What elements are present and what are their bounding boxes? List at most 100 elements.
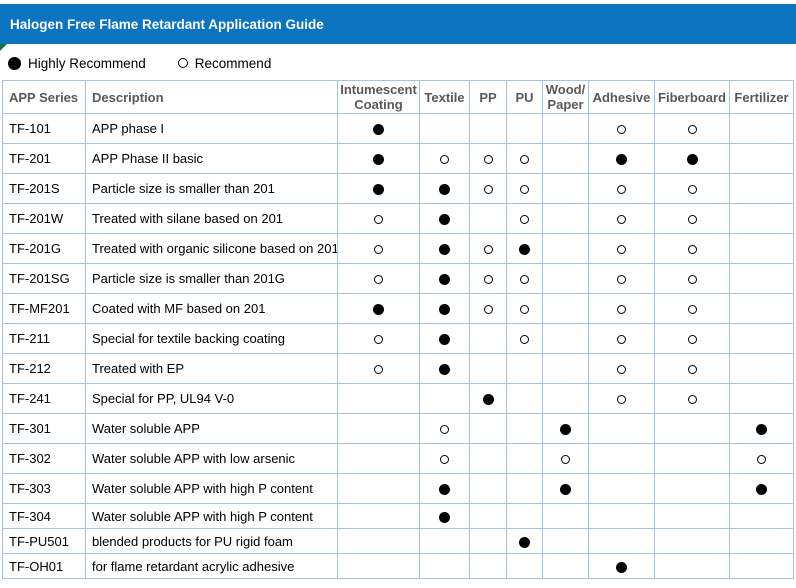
cell-tf-oh01-textile[interactable] [419,553,470,579]
series-cell-tf-212[interactable]: TF-212 [2,353,86,384]
cell-tf-304-fiberboard[interactable] [654,503,730,529]
description-cell-tf-pu501[interactable]: blended products for PU rigid foam [85,528,338,554]
cell-tf-201-pp[interactable] [469,143,507,174]
cell-tf-oh01-pp[interactable] [469,553,507,579]
cell-tf-211-intumescent-coating[interactable] [337,323,420,354]
cell-tf-212-pp[interactable] [469,353,507,384]
cell-tf-201sg-adhesive[interactable] [588,263,655,294]
cell-tf-304-wood-paper[interactable] [542,503,589,529]
cell-tf-pu501-wood-paper[interactable] [542,528,589,554]
cell-tf-301-fiberboard[interactable] [654,413,730,444]
cell-tf-241-fiberboard[interactable] [654,383,730,414]
cell-tf-211-pp[interactable] [469,323,507,354]
description-cell-tf-oh01[interactable]: for flame retardant acrylic adhesive [85,553,338,579]
cell-tf-mf201-fertilizer[interactable] [729,293,794,324]
cell-tf-201sg-fertilizer[interactable] [729,263,794,294]
cell-tf-241-wood-paper[interactable] [542,383,589,414]
cell-tf-mf201-pp[interactable] [469,293,507,324]
column-header-intumescent-coating[interactable]: Intumescent Coating [337,80,420,114]
cell-tf-oh01-intumescent-coating[interactable] [337,553,420,579]
column-header-description[interactable]: Description [85,80,338,114]
cell-tf-201-intumescent-coating[interactable] [337,143,420,174]
description-cell-tf-201w[interactable]: Treated with silane based on 201 [85,203,338,234]
cell-tf-301-fertilizer[interactable] [729,413,794,444]
cell-tf-201g-adhesive[interactable] [588,233,655,264]
cell-tf-301-pp[interactable] [469,413,507,444]
series-cell-tf-201w[interactable]: TF-201W [2,203,86,234]
description-cell-tf-302[interactable]: Water soluble APP with low arsenic [85,443,338,474]
cell-tf-241-pp[interactable] [469,383,507,414]
cell-tf-241-pu[interactable] [506,383,543,414]
column-header-adhesive[interactable]: Adhesive [588,80,655,114]
cell-tf-101-adhesive[interactable] [588,113,655,144]
cell-tf-201g-fertilizer[interactable] [729,233,794,264]
column-header-app-series[interactable]: APP Series [2,80,86,114]
cell-tf-201s-textile[interactable] [419,173,470,204]
cell-tf-201sg-intumescent-coating[interactable] [337,263,420,294]
cell-tf-303-intumescent-coating[interactable] [337,473,420,504]
cell-tf-304-pu[interactable] [506,503,543,529]
column-header-fertilizer[interactable]: Fertilizer [729,80,794,114]
cell-tf-302-intumescent-coating[interactable] [337,443,420,474]
cell-tf-304-adhesive[interactable] [588,503,655,529]
cell-tf-301-wood-paper[interactable] [542,413,589,444]
cell-tf-201w-textile[interactable] [419,203,470,234]
cell-tf-201-pu[interactable] [506,143,543,174]
cell-tf-201g-fiberboard[interactable] [654,233,730,264]
cell-tf-302-wood-paper[interactable] [542,443,589,474]
series-cell-tf-oh01[interactable]: TF-OH01 [2,553,86,579]
description-cell-tf-201s[interactable]: Particle size is smaller than 201 [85,173,338,204]
description-cell-tf-301[interactable]: Water soluble APP [85,413,338,444]
series-cell-tf-201sg[interactable]: TF-201SG [2,263,86,294]
cell-tf-mf201-fiberboard[interactable] [654,293,730,324]
cell-tf-201w-fertilizer[interactable] [729,203,794,234]
column-header-fiberboard[interactable]: Fiberboard [654,80,730,114]
cell-tf-303-pp[interactable] [469,473,507,504]
cell-tf-101-wood-paper[interactable] [542,113,589,144]
description-cell-tf-212[interactable]: Treated with EP [85,353,338,384]
cell-tf-304-fertilizer[interactable] [729,503,794,529]
series-cell-tf-201s[interactable]: TF-201S [2,173,86,204]
column-header-pu[interactable]: PU [506,80,543,114]
cell-tf-303-adhesive[interactable] [588,473,655,504]
cell-tf-pu501-intumescent-coating[interactable] [337,528,420,554]
cell-tf-oh01-pu[interactable] [506,553,543,579]
cell-tf-302-pu[interactable] [506,443,543,474]
column-header-pp[interactable]: PP [469,80,507,114]
cell-tf-212-adhesive[interactable] [588,353,655,384]
cell-tf-201s-pu[interactable] [506,173,543,204]
cell-tf-mf201-wood-paper[interactable] [542,293,589,324]
cell-tf-212-fertilizer[interactable] [729,353,794,384]
cell-tf-201sg-wood-paper[interactable] [542,263,589,294]
series-cell-tf-241[interactable]: TF-241 [2,383,86,414]
cell-tf-201-fertilizer[interactable] [729,143,794,174]
cell-tf-101-pp[interactable] [469,113,507,144]
cell-tf-101-fertilizer[interactable] [729,113,794,144]
cell-tf-mf201-intumescent-coating[interactable] [337,293,420,324]
description-cell-tf-241[interactable]: Special for PP, UL94 V-0 [85,383,338,414]
cell-tf-201g-textile[interactable] [419,233,470,264]
description-cell-tf-101[interactable]: APP phase I [85,113,338,144]
description-cell-tf-211[interactable]: Special for textile backing coating [85,323,338,354]
series-cell-tf-201g[interactable]: TF-201G [2,233,86,264]
cell-tf-211-pu[interactable] [506,323,543,354]
cell-tf-201w-fiberboard[interactable] [654,203,730,234]
series-cell-tf-101[interactable]: TF-101 [2,113,86,144]
cell-tf-211-adhesive[interactable] [588,323,655,354]
series-cell-tf-211[interactable]: TF-211 [2,323,86,354]
cell-tf-212-wood-paper[interactable] [542,353,589,384]
cell-tf-201g-pu[interactable] [506,233,543,264]
cell-tf-303-pu[interactable] [506,473,543,504]
description-cell-tf-201g[interactable]: Treated with organic silicone based on 2… [85,233,338,264]
cell-tf-201s-fertilizer[interactable] [729,173,794,204]
cell-tf-303-textile[interactable] [419,473,470,504]
cell-tf-302-fertilizer[interactable] [729,443,794,474]
cell-tf-302-pp[interactable] [469,443,507,474]
cell-tf-pu501-adhesive[interactable] [588,528,655,554]
cell-tf-oh01-fertilizer[interactable] [729,553,794,579]
cell-tf-211-wood-paper[interactable] [542,323,589,354]
cell-tf-201w-wood-paper[interactable] [542,203,589,234]
series-cell-tf-302[interactable]: TF-302 [2,443,86,474]
cell-tf-302-textile[interactable] [419,443,470,474]
cell-tf-pu501-pp[interactable] [469,528,507,554]
